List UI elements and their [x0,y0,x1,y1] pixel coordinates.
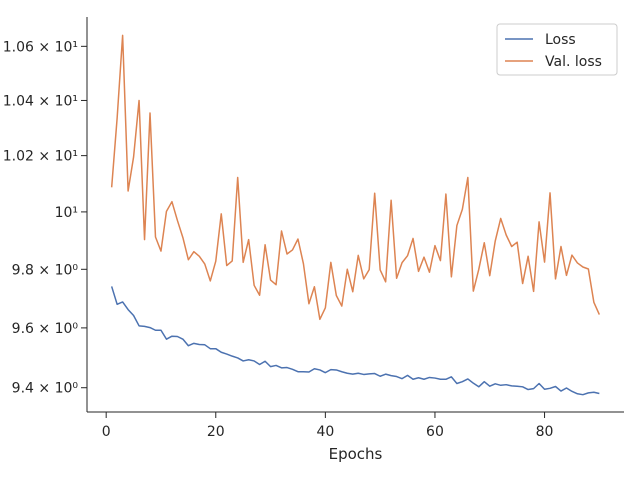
y-tick-label: 1.06 × 10¹ [3,39,78,55]
x-tick-label: 80 [536,424,554,440]
y-tick-label: 1.04 × 10¹ [3,93,78,109]
x-tick-label: 40 [316,424,334,440]
legend-entry-label: Val. loss [545,54,602,70]
x-axis-label: Epochs [329,445,383,463]
y-tick-label: 9.8 × 10⁰ [12,262,79,278]
y-tick-label: 10¹ [55,205,78,221]
y-tick-label: 9.4 × 10⁰ [12,381,79,397]
series-line-loss [110,286,600,396]
y-tick-label: 9.6 × 10⁰ [12,321,79,337]
x-tick-label: 0 [102,424,111,440]
legend-entry-label: Loss [545,32,576,48]
y-axis-ticks: 9.4 × 10⁰ 9.6 × 10⁰ 9.8 × 10⁰ 10¹ 1.02 × 10¹… [3,39,87,397]
series-lines [110,34,601,396]
series-line-val-loss [110,34,601,321]
x-tick-label: 60 [426,424,444,440]
x-axis-ticks: 0 20 40 60 80 [102,412,554,440]
axes-frame [86,17,624,413]
y-tick-label: 1.02 × 10¹ [3,149,78,165]
legend: Loss Val. loss [496,23,618,76]
legend-frame [496,23,618,76]
x-tick-label: 20 [207,424,225,440]
